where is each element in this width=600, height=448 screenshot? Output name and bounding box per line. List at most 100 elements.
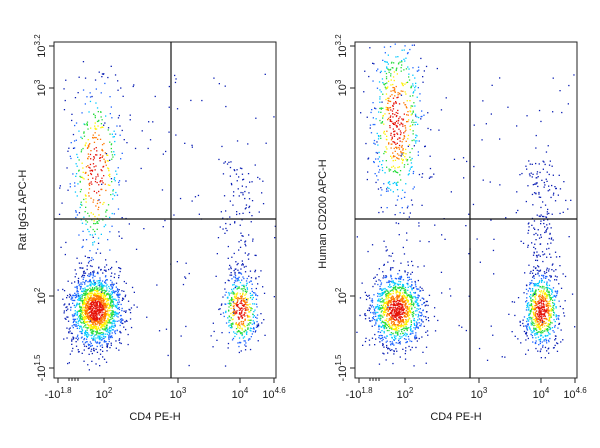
event-dot — [63, 312, 65, 314]
event-dot — [79, 299, 81, 301]
event-dot — [256, 321, 258, 323]
event-dot — [96, 332, 98, 334]
event-dot — [97, 298, 99, 300]
event-dot — [98, 311, 100, 313]
event-dot — [93, 289, 96, 292]
event-dot — [103, 293, 106, 295]
event-dot — [74, 297, 77, 299]
event-dot — [97, 208, 99, 211]
event-dot — [540, 206, 542, 209]
event-dot — [404, 327, 407, 330]
event-dot — [63, 290, 66, 292]
event-dot — [416, 323, 418, 325]
event-dot — [373, 313, 375, 315]
event-dot — [397, 297, 399, 299]
event-dot — [102, 297, 105, 299]
event-dot — [547, 309, 549, 311]
event-dot — [99, 280, 101, 282]
event-dot — [235, 323, 237, 325]
event-dot — [528, 160, 530, 162]
event-dot — [253, 303, 256, 305]
event-dot — [81, 311, 83, 313]
event-dot — [89, 305, 91, 307]
event-dot — [76, 291, 78, 293]
event-dot — [87, 262, 90, 264]
event-dot — [537, 331, 539, 333]
event-dot — [234, 332, 236, 334]
event-dot — [239, 281, 242, 284]
event-dot — [409, 285, 411, 287]
event-dot — [120, 320, 122, 322]
event-dot — [239, 298, 241, 300]
event-dot — [102, 298, 104, 300]
event-dot — [61, 202, 63, 204]
event-dot — [92, 134, 94, 136]
event-dot — [558, 315, 560, 317]
event-dot — [392, 97, 395, 99]
event-dot — [380, 111, 382, 113]
event-dot — [403, 338, 406, 340]
event-dot — [412, 133, 414, 135]
event-dot — [227, 257, 229, 259]
event-dot — [98, 301, 100, 303]
event-dot — [549, 310, 551, 312]
event-dot — [399, 305, 401, 307]
event-dot — [407, 319, 409, 321]
event-dot — [104, 183, 106, 185]
event-dot — [396, 132, 398, 134]
event-dot — [220, 313, 222, 315]
event-dot — [114, 273, 116, 275]
event-dot — [431, 176, 433, 178]
event-dot — [108, 310, 110, 312]
event-dot — [92, 159, 95, 161]
event-dot — [392, 343, 394, 345]
event-dot — [245, 301, 248, 303]
event-dot — [92, 275, 94, 277]
event-dot — [73, 318, 75, 321]
event-dot — [88, 230, 90, 233]
event-dot — [92, 283, 94, 285]
event-dot — [64, 317, 66, 320]
event-dot — [398, 92, 401, 95]
event-dot — [93, 321, 95, 324]
event-dot — [396, 67, 398, 69]
event-dot — [376, 318, 378, 320]
event-dot — [114, 320, 116, 322]
event-dot — [379, 293, 381, 295]
event-dot — [415, 301, 417, 304]
event-dot — [555, 335, 557, 337]
event-dot — [94, 318, 96, 320]
event-dot — [539, 293, 542, 295]
event-dot — [91, 288, 93, 291]
event-dot — [225, 210, 227, 212]
event-dot — [233, 292, 235, 294]
event-dot — [407, 174, 409, 176]
event-dot — [423, 325, 425, 327]
event-dot — [230, 323, 232, 325]
event-dot — [92, 299, 94, 302]
event-dot — [84, 333, 87, 335]
event-dot — [95, 320, 97, 323]
event-dot — [237, 324, 239, 327]
event-dot — [94, 281, 96, 284]
event-dot — [389, 106, 392, 109]
event-dot — [238, 322, 240, 324]
event-dot — [237, 277, 239, 280]
event-dot — [423, 114, 425, 116]
event-dot — [387, 303, 389, 305]
event-dot — [397, 138, 399, 140]
event-dot — [409, 151, 411, 154]
event-dot — [251, 323, 253, 325]
event-dot — [392, 318, 394, 320]
event-dot — [399, 319, 402, 321]
event-dot — [84, 292, 86, 294]
event-dot — [389, 69, 391, 71]
event-dot — [363, 91, 365, 93]
event-dot — [119, 330, 121, 333]
event-dot — [411, 271, 413, 273]
event-dot — [82, 89, 85, 91]
event-dot — [542, 323, 544, 325]
event-dot — [399, 133, 402, 136]
event-dot — [122, 95, 124, 97]
